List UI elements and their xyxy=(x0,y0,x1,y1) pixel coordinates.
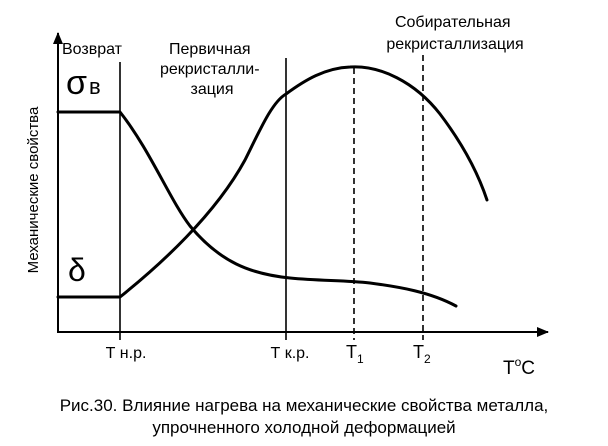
tick-label-t-nr: Т н.р. xyxy=(106,345,147,362)
x-axis-label: ToC xyxy=(503,355,535,379)
tick-label-t-kr: Т к.р. xyxy=(270,345,309,362)
ductility-curve xyxy=(56,65,489,299)
primary-recrystallization-label: Первичная рекристалли- зация xyxy=(160,41,264,98)
tick-label-t2: T2 xyxy=(413,342,431,366)
caption-line-1: Рис.30. Влияние нагрева на механические … xyxy=(59,396,549,415)
tick-label-t1: T1 xyxy=(346,342,364,366)
sigma-label: σв xyxy=(66,64,101,102)
strength-curve xyxy=(56,110,458,308)
delta-label: δ xyxy=(68,252,86,288)
recovery-label: Возврат xyxy=(62,41,123,58)
collective-recrystallization-label: Собирательная рекристаллизация xyxy=(386,14,523,53)
y-axis-label: Механические свойства xyxy=(25,106,42,273)
caption-line-2: упрочненного холодной деформацией xyxy=(152,418,456,437)
